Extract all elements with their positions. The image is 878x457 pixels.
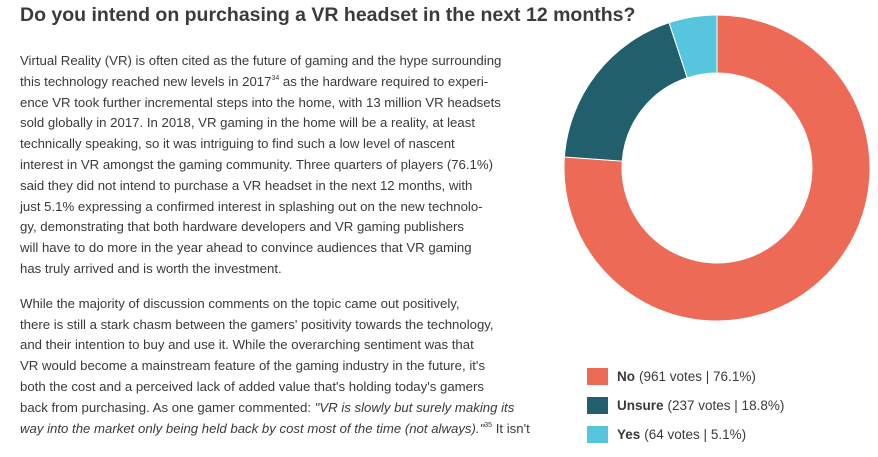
legend-detail: (64 votes | 5.1%)	[644, 427, 747, 442]
text-line: this technology reached new levels in 20…	[20, 73, 489, 89]
text-line: there is still a stark chasm between the…	[20, 316, 494, 332]
text-line: back from purchasing. As one gamer comme…	[20, 399, 515, 415]
text-line: said they did not intend to purchase a V…	[20, 177, 473, 193]
legend-swatch-no	[587, 368, 608, 385]
legend-swatch-yes	[587, 426, 608, 443]
chart-legend: No (961 votes | 76.1%) Unsure (237 votes…	[587, 362, 784, 449]
text-line: Virtual Reality (VR) is often cited as t…	[20, 53, 502, 68]
text-line: way into the market only being held back…	[20, 420, 530, 436]
legend-item-no: No (961 votes | 76.1%)	[587, 362, 784, 391]
legend-detail: (237 votes | 18.8%)	[667, 398, 785, 413]
text-line: just 5.1% expressing a confirmed interes…	[20, 198, 483, 214]
legend-swatch-unsure	[587, 397, 608, 414]
quote: way into the market only being held back…	[20, 420, 485, 436]
legend-detail: (961 votes | 76.1%)	[639, 369, 756, 384]
donut-chart	[563, 14, 871, 322]
text-line: sold globally in 2017. In 2018, VR gamin…	[20, 115, 475, 131]
legend-label: No	[617, 369, 635, 384]
footnote-ref: 34	[271, 74, 280, 82]
quote: "VR is slowly but surely making its	[314, 399, 515, 415]
legend-item-yes: Yes (64 votes | 5.1%)	[587, 420, 784, 449]
text-line: VR would become a mainstream feature of …	[20, 358, 486, 374]
text-line: technically speaking, so it was intrigui…	[20, 136, 455, 152]
donut-slice-no	[563, 14, 871, 322]
legend-label: Unsure	[617, 398, 664, 413]
donut-slice-unsure	[563, 22, 688, 162]
text-line: both the cost and a perceived lack of ad…	[20, 378, 484, 394]
legend-item-unsure: Unsure (237 votes | 18.8%)	[587, 391, 784, 420]
text-line: has truly arrived and is worth the inves…	[20, 260, 282, 276]
article-text: Virtual Reality (VR) is often cited as t…	[20, 51, 555, 439]
chart-title: Do you intend on purchasing a VR headset…	[20, 4, 636, 26]
text-line: gy, demonstrating that both hardware dev…	[20, 219, 464, 235]
text-line: interest in VR amongst the gaming commun…	[20, 156, 494, 172]
text-line: and their intention to buy and use it. W…	[20, 337, 474, 353]
text-line: ence VR took further incremental steps i…	[20, 94, 501, 110]
legend-label: Yes	[617, 427, 641, 442]
text-line: While the majority of discussion comment…	[20, 295, 460, 311]
donut-slice-yes	[668, 14, 718, 79]
text-line: will have to do more in the year ahead t…	[20, 240, 472, 256]
footnote-ref: 35	[484, 421, 493, 429]
